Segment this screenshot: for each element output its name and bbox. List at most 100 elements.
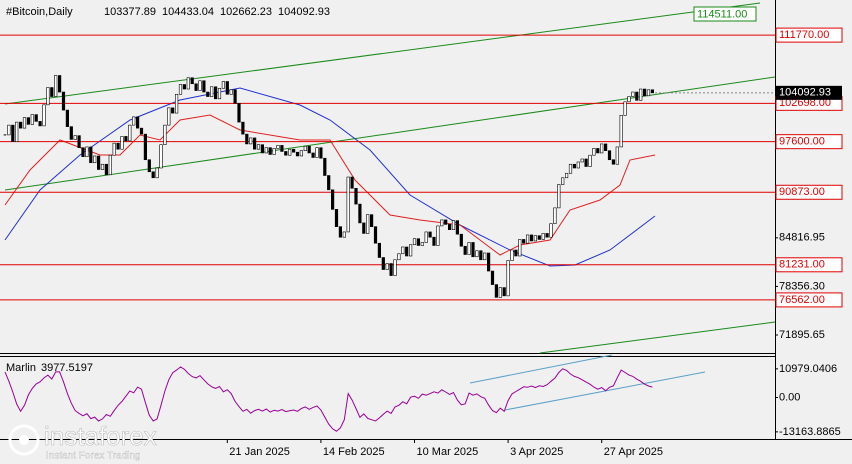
candle [214,86,218,100]
level-label-box [775,292,843,308]
header-value: 103377.89 [104,6,156,18]
candle [284,151,288,156]
candle [253,137,257,150]
candle [650,89,654,94]
candle [139,127,144,135]
candle [471,242,475,258]
candle [315,147,319,158]
candle [494,284,499,298]
level-label: 76562.00 [779,294,825,306]
candle [280,145,284,152]
candle [221,81,226,89]
candle [288,148,292,156]
indicator-channel-line [469,354,613,384]
level-label-box [775,134,843,150]
candle [249,137,253,145]
candle [397,253,401,261]
candle [646,89,651,97]
candle [564,172,569,179]
candle [467,242,471,255]
candle [490,270,495,285]
candle [104,163,108,176]
candle [108,154,112,176]
candle [603,143,608,152]
candle [77,135,81,148]
candle [319,147,323,159]
x-tick-label: 27 Apr 2025 [604,446,663,458]
candle [506,260,510,297]
candle [163,124,167,145]
candle [580,158,584,163]
candle [529,234,534,242]
candle [143,133,148,161]
candle [167,107,171,126]
candle [120,136,124,150]
candle [89,146,93,164]
candle [198,80,202,91]
candle [342,231,346,238]
candle [358,203,362,224]
candle [295,151,300,157]
watermark-subtext: Instant Forex Trading [46,451,141,462]
candle [373,226,378,244]
candle [479,250,483,261]
candle [175,93,179,114]
candle [186,77,190,90]
candle [159,144,163,169]
indicator-y-tick-label: -13163.8865 [779,426,841,438]
level-label-box [775,27,843,43]
candle [607,150,612,161]
candle [54,75,58,97]
indicator-y-tick-label: 10979.0406 [779,363,837,375]
candle [631,91,635,97]
candle [237,103,241,123]
candle [100,163,105,170]
candle [171,107,175,114]
candle [194,83,198,91]
candle [42,104,46,127]
candle [116,142,120,150]
x-tick-label: 14 Feb 2025 [323,446,385,458]
candle [311,152,315,158]
candle [34,114,38,122]
candle [483,252,487,261]
candle [362,222,366,234]
candle [256,144,261,150]
y-tick-label: 78356.30 [779,280,825,292]
indicator-line [4,366,653,432]
candle [393,259,397,276]
candle [182,84,187,90]
candle [522,239,526,244]
level-label: 97600.00 [779,136,825,148]
level-label-box [775,184,843,200]
candle [81,147,85,158]
indicator-value: 3977.5197 [41,362,93,374]
candle [635,91,639,101]
candle [210,86,214,97]
candle [405,246,409,257]
level-label: 81231.00 [779,259,825,271]
candle [428,231,432,238]
candle [245,133,249,145]
y-tick-label: 71895.65 [779,329,825,341]
candle [525,234,530,244]
candle [568,163,573,174]
candle [389,263,393,276]
candle [549,223,553,238]
candle [537,235,541,240]
candle [412,238,417,246]
watermark-text: instaforex [44,421,157,451]
watermark: instaforex Instant Forex Trading [8,421,157,462]
candle [600,143,604,154]
candle [588,154,592,167]
candle [26,117,31,125]
candle [15,121,19,142]
x-tick-label: 3 Apr 2025 [510,446,563,458]
candle [85,146,89,158]
candle [502,287,506,297]
candle [132,116,136,126]
candle [338,226,343,238]
candle [346,176,350,233]
candle [264,147,268,154]
